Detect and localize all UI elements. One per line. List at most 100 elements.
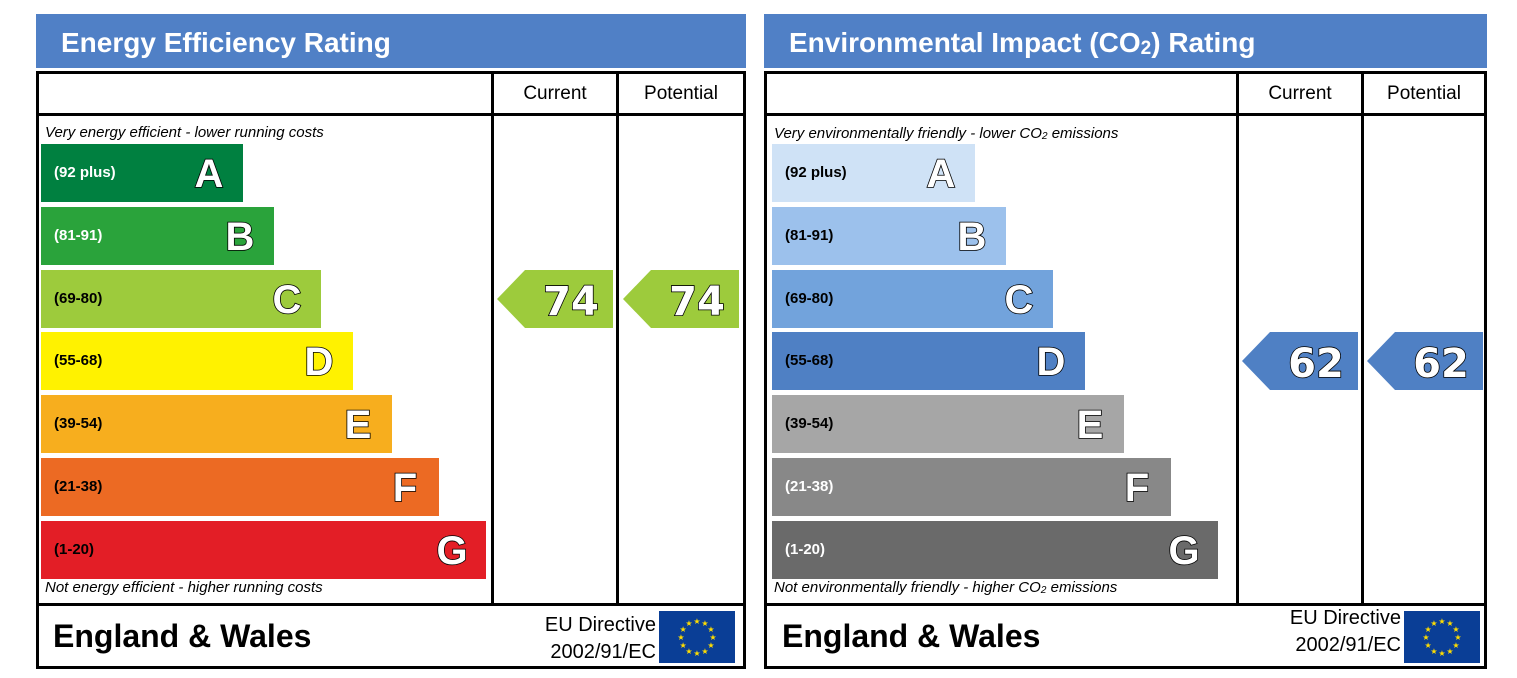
eu-star: ★ (1425, 625, 1432, 634)
eu-directive-line2: 2002/91/EC (1295, 634, 1401, 656)
band-letter: C (264, 270, 310, 328)
band-letter: C (996, 270, 1042, 328)
eu-directive-text: EU Directive 2002/91/EC (545, 612, 656, 666)
band-letter: A (918, 144, 964, 202)
rating-band-b: (81-91) B (772, 206, 1006, 265)
svg-text:A: A (927, 152, 956, 196)
rating-arrow-shape (1367, 332, 1483, 391)
band-letter: B (949, 207, 995, 265)
footer-divider (767, 603, 1484, 606)
bottom-caption: Not energy efficient - higher running co… (45, 579, 323, 596)
eu-flag-icon: ★ ★★★★★★★★★★★ (1404, 611, 1480, 663)
bottom-caption: Not environmentally friendly - higher CO… (774, 579, 1118, 597)
band-range-label: (92 plus) (785, 164, 847, 181)
eu-star: ★ (1452, 625, 1459, 634)
rating-band-b: (81-91) B (41, 206, 274, 265)
eu-star: ★ (1452, 641, 1459, 650)
svg-text:B: B (226, 215, 255, 259)
current-rating-arrow: 74 (497, 269, 613, 328)
rating-band-e: (39-54) E (41, 395, 392, 454)
rating-band-g: (1-20) G (772, 520, 1218, 579)
header-divider (767, 113, 1484, 116)
rating-arrow-value: 74 (543, 279, 599, 325)
band-range-label: (55-68) (785, 352, 834, 370)
svg-text:B: B (958, 215, 987, 259)
band-letter: F (1114, 458, 1160, 516)
rating-band-a: (92 plus) A (772, 144, 975, 202)
band-letter: E (1067, 395, 1113, 453)
eu-star: ★ (701, 647, 708, 656)
rating-band-c: (69-80) C (772, 269, 1053, 328)
eu-star: ★ (701, 619, 708, 628)
rating-arrow-value: 74 (669, 279, 725, 325)
band-letter: G (429, 521, 475, 579)
band-letter: D (296, 332, 342, 390)
eu-star: ★ (1438, 617, 1445, 626)
eu-star: ★ (693, 649, 700, 658)
panel-title-bar: Environmental Impact (CO2) Rating (764, 14, 1487, 68)
svg-text:F: F (393, 466, 417, 510)
eu-star: ★ (680, 641, 687, 650)
rating-band-a: (92 plus) A (41, 144, 243, 202)
current-column-header: Current (1268, 83, 1332, 104)
eu-star: ★ (707, 641, 714, 650)
eu-star: ★ (1454, 633, 1461, 642)
eu-star: ★ (1446, 647, 1453, 656)
band-letter: D (1028, 332, 1074, 390)
potential-rating-arrow: 62 (1367, 332, 1483, 391)
band-letter: A (186, 144, 232, 202)
eu-star: ★ (1446, 619, 1453, 628)
current-rating-arrow: 62 (1242, 332, 1358, 391)
top-caption: Very environmentally friendly - lower CO… (774, 125, 1119, 143)
rating-arrow-shape (1242, 332, 1358, 391)
potential-column-header: Potential (1387, 83, 1461, 104)
rating-band-e: (39-54) E (772, 395, 1124, 454)
eu-star: ★ (1422, 633, 1429, 642)
band-letter: G (1161, 521, 1207, 579)
rating-band-d: (55-68) D (772, 332, 1085, 391)
svg-text:G: G (436, 529, 467, 573)
footer-country: England & Wales (782, 618, 1041, 654)
band-range-label: (39-54) (785, 415, 834, 433)
column-divider (1361, 74, 1364, 606)
band-letter: B (217, 207, 263, 265)
eu-directive-line2: 2002/91/EC (550, 641, 656, 663)
svg-text:E: E (345, 403, 372, 447)
svg-text:D: D (1037, 340, 1066, 384)
panel-title-bar: Energy Efficiency Rating (36, 14, 746, 68)
footer-divider (39, 603, 743, 606)
rating-arrow-shape (497, 269, 613, 328)
eu-star: ★ (685, 619, 692, 628)
svg-text:C: C (1005, 278, 1034, 322)
eu-directive-text: EU Directive 2002/91/EC (1290, 605, 1401, 659)
eu-directive-line1: EU Directive (544, 614, 656, 636)
rating-arrow-value: 62 (1288, 341, 1344, 387)
current-column-header: Current (523, 83, 587, 104)
eu-star: ★ (707, 625, 714, 634)
panel-title: Energy Efficiency Rating (61, 27, 391, 58)
band-range-label: (1-20) (54, 540, 95, 558)
potential-rating-arrow: 74 (623, 269, 739, 328)
rating-band-g: (1-20) G (41, 520, 486, 579)
band-range-label: (55-68) (54, 352, 103, 370)
panel-title: Environmental Impact (CO2) Rating (789, 27, 1256, 60)
eu-flag-icon: ★ ★★★★★★★★★★★ (659, 611, 735, 663)
band-range-label: (21-38) (785, 478, 834, 495)
rating-frame: Current Potential Very energy efficient … (36, 71, 746, 669)
eu-star: ★ (685, 647, 692, 656)
rating-band-c: (69-80) C (41, 269, 321, 328)
band-range-label: (39-54) (54, 415, 103, 433)
svg-text:G: G (1168, 529, 1199, 573)
rating-band-f: (21-38) F (772, 458, 1171, 516)
eu-star: ★ (677, 633, 684, 642)
rating-band-d: (55-68) D (41, 332, 353, 391)
svg-text:D: D (305, 340, 334, 384)
eu-directive-line1: EU Directive (1289, 607, 1401, 629)
rating-band-f: (21-38) F (41, 458, 439, 516)
eu-star: ★ (1430, 647, 1437, 656)
band-range-label: (81-91) (54, 226, 103, 244)
eu-star: ★ (1438, 649, 1445, 658)
column-divider (1236, 74, 1239, 606)
header-divider (39, 113, 743, 116)
band-range-label: (69-80) (54, 289, 103, 307)
